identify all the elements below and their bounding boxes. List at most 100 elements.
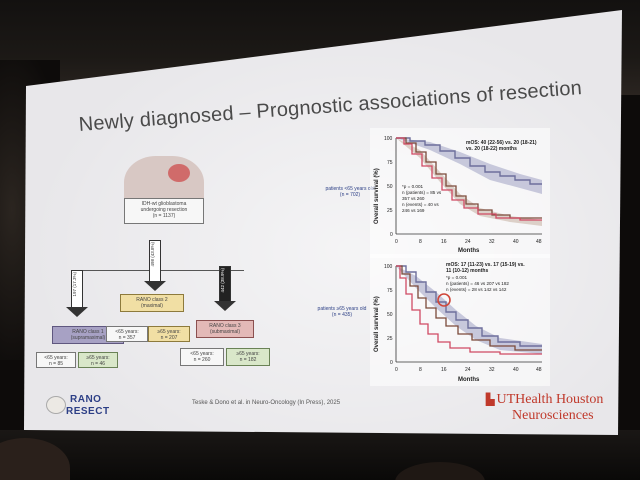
km-bottom-curve-class2	[396, 265, 542, 351]
km-top-stat-0: *p = 0.001	[402, 184, 424, 189]
class3-under65-box: <65 years: n = 260	[180, 348, 224, 366]
km-bottom-xtick-6: 48	[536, 367, 542, 373]
km-top-stat-2: 357 vs 260	[402, 196, 425, 201]
class2-over65-box: ≥65 years: n = 207	[148, 326, 190, 342]
class1-over65-box: ≥65 years: n = 46	[78, 352, 118, 368]
brain-logo-icon	[46, 396, 66, 414]
root-line3: (n = 1137)	[152, 213, 176, 219]
km-top-mos-line1: mOS: 40 (22-56) vs. 20 (18-21)	[466, 140, 537, 146]
class2-under65-line1: <65 years:	[115, 329, 139, 335]
class2-over65-line2: n = 207	[160, 335, 178, 341]
root-line2: undergoing resection	[140, 207, 188, 213]
class3-under65-line2: n = 260	[193, 357, 211, 363]
uthealth-mark-icon: ▙	[486, 394, 495, 406]
km-bottom-curve-class3	[396, 265, 542, 355]
km-top-stat-3: n (events) = 40 vs	[402, 202, 439, 207]
class3-over65-box: ≥65 years: n = 182	[226, 348, 270, 366]
class2-box: RANO class 2 (maximal)	[120, 294, 184, 312]
km-bottom-stat-1: n (patients) = 46 vs 207 vs 182	[446, 281, 509, 286]
km-bottom-stat-0: *p = 0.001	[446, 275, 468, 280]
class3-line2: (submaximal)	[209, 329, 240, 335]
km-bottom-xtick-5: 40	[513, 367, 519, 373]
km-top-stat-4: 246 vs 169	[402, 208, 425, 213]
class2-line1: RANO class 2	[136, 297, 168, 303]
km-top-ytick-0: 100	[384, 136, 393, 142]
km-top-ylabel: Overall survival (%)	[374, 168, 380, 224]
km-bottom-curve-class1	[396, 265, 542, 347]
km-bottom-mos-line1: mOS: 17 (11-23) vs. 17 (15-19) vs.	[446, 262, 525, 268]
arrow-class2-label: 498 (43.8%)	[150, 242, 155, 267]
km-top-stat-1: n (patients) = 85 vs	[402, 190, 442, 195]
uthealth-logo: ▙ UTHealth Houston Neurosciences	[486, 392, 603, 424]
km-bottom-highlight-marker	[437, 293, 451, 307]
uthealth-logo-line1: UTHealth Houston	[496, 392, 604, 407]
class2-under65-line2: n = 357	[118, 335, 136, 341]
bottom-group-label: patients ≥65 years old (n = 435)	[292, 306, 392, 318]
km-bottom-ytick-0: 100	[384, 264, 393, 270]
class3-over65-line2: n = 182	[239, 357, 257, 363]
arrow-class2: 498 (43.8%)	[144, 240, 166, 292]
km-top-ytick-4: 0	[390, 232, 393, 238]
top-group-label-line2: (n = 702)	[339, 192, 361, 198]
class1-under65-line2: n = 85	[48, 361, 64, 367]
class2-over65-line1: ≥65 years:	[157, 329, 181, 335]
class2-under65-box: <65 years: n = 357	[106, 326, 148, 342]
km-top-ci-class1	[396, 138, 542, 194]
km-top-xtick-2: 16	[441, 239, 447, 245]
km-top-ytick-1: 75	[387, 160, 393, 166]
km-bottom-stat-2: n (events) = 28 vs 142 vs 142	[446, 287, 507, 292]
citation: Teske & Dono et al. in Neuro-Oncology (I…	[192, 400, 341, 406]
km-bottom-xtick-2: 16	[441, 367, 447, 373]
km-plot-top: Overall survival (%) 100 75 50 25 0 0 8 …	[370, 128, 550, 258]
km-top-xtick-3: 24	[465, 239, 471, 245]
km-top-curve-class3	[396, 137, 542, 221]
arrow-class1: 197 (17.3%)	[66, 270, 88, 318]
root-box: IDH-wt glioblastoma undergoing resection…	[124, 198, 204, 224]
km-top-xtick-6: 48	[536, 239, 542, 245]
top-group-label-line1: patients <65 years old	[325, 186, 375, 192]
bottom-group-label-line1: patients ≥65 years old	[317, 306, 367, 312]
km-top-ytick-3: 25	[387, 208, 393, 214]
class3-line1: RANO class 3	[209, 323, 241, 329]
km-bottom-xtick-4: 32	[489, 367, 495, 373]
km-top-xtick-4: 32	[489, 239, 495, 245]
audience-head-center	[395, 462, 485, 480]
km-bottom-xtick-3: 24	[465, 367, 471, 373]
km-bottom-ytick-3: 25	[387, 336, 393, 342]
class3-box: RANO class 3 (submaximal)	[196, 320, 254, 338]
rano-logo-line2: RESECT	[66, 406, 110, 417]
root-line1: IDH-wt glioblastoma	[141, 201, 187, 207]
km-bottom-xtick-1: 8	[419, 367, 422, 373]
km-top-xlabel: Months	[458, 248, 480, 254]
km-bottom-xtick-0: 0	[395, 367, 398, 373]
class1-line1: RANO class 1	[72, 329, 104, 335]
km-top-xtick-1: 8	[419, 239, 422, 245]
km-top-curve-class2	[396, 137, 542, 219]
km-top-xtick-5: 40	[513, 239, 519, 245]
class1-over65-line1: ≥65 years:	[86, 355, 110, 361]
projection-screen: Newly diagnosed – Prognostic association…	[24, 10, 622, 435]
class3-over65-line1: ≥65 years:	[236, 351, 260, 357]
km-bottom-ytick-1: 75	[387, 288, 393, 294]
class3-under65-line1: <65 years:	[190, 351, 214, 357]
arrow-class3: 442 (38.9%)	[214, 266, 236, 312]
class1-line2: (supramaximal)	[70, 335, 106, 341]
top-group-label: patients <65 years old (n = 702)	[300, 186, 400, 198]
km-top-curve-class1	[396, 137, 542, 185]
class1-over65-line2: n = 46	[90, 361, 106, 367]
km-bottom-ylabel: Overall survival (%)	[374, 296, 380, 352]
km-plot-bottom: Overall survival (%) 100 75 50 25 0 0 8 …	[370, 254, 550, 386]
km-bottom-mos-line2: 11 (10-12) months	[446, 268, 488, 274]
km-bottom-ytick-2: 50	[387, 312, 393, 318]
room-floor-edge	[0, 430, 640, 480]
arrow-class1-label: 197 (17.3%)	[72, 272, 77, 297]
rano-resect-logo: RANO RESECT	[44, 394, 118, 424]
rano-logo-line1: RANO	[70, 394, 102, 405]
km-bottom-xlabel: Months	[458, 377, 480, 383]
arrow-class3-label: 442 (38.9%)	[220, 268, 225, 293]
km-top-mos-line2: vs. 20 (18-22) months	[466, 146, 517, 152]
class1-under65-line1: <65 years:	[44, 355, 68, 361]
bottom-group-label-line2: (n = 435)	[331, 312, 353, 318]
km-bottom-ytick-4: 0	[390, 360, 393, 366]
km-top-xtick-0: 0	[395, 239, 398, 245]
